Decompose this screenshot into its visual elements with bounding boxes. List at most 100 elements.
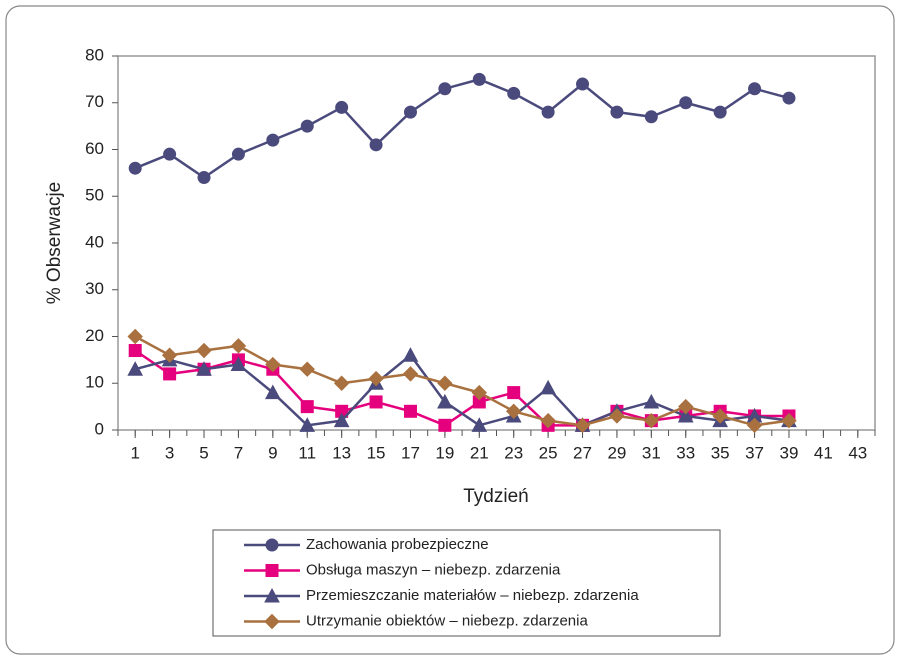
marker (437, 393, 453, 409)
marker (438, 82, 452, 96)
marker (678, 398, 694, 415)
marker (230, 338, 247, 354)
marker (163, 367, 177, 381)
marker (471, 384, 488, 401)
x-tick-label: 31 (642, 443, 661, 462)
marker (333, 412, 350, 428)
legend-box (212, 529, 721, 637)
y-tick-label: 30 (85, 279, 104, 298)
marker (368, 370, 384, 387)
x-axis-label: Tydzień (463, 486, 528, 507)
marker (437, 375, 453, 391)
marker (472, 72, 486, 86)
marker (541, 105, 555, 119)
series-line (134, 335, 790, 427)
marker (403, 404, 417, 418)
marker (712, 408, 728, 424)
marker (128, 161, 142, 175)
legend-label: Utrzymanie obiektów – niebezp. zdarzenia (306, 612, 588, 629)
marker (643, 393, 660, 409)
marker (782, 91, 796, 105)
marker (610, 105, 624, 119)
marker (231, 147, 245, 161)
marker (644, 110, 658, 124)
marker (265, 538, 279, 552)
marker (402, 347, 419, 362)
y-tick-label: 70 (85, 92, 104, 111)
marker (576, 77, 590, 91)
x-tick-label: 13 (332, 443, 351, 462)
frame (5, 5, 895, 655)
marker (300, 119, 314, 133)
x-tick-label: 19 (435, 443, 454, 462)
marker (746, 417, 763, 434)
marker (264, 587, 280, 603)
marker (196, 342, 212, 359)
marker (127, 361, 144, 376)
y-tick-label: 50 (85, 186, 104, 205)
marker (128, 344, 142, 358)
marker (163, 147, 177, 161)
marker (471, 417, 488, 432)
x-tick-label: 9 (268, 443, 277, 462)
marker (402, 366, 419, 382)
y-tick-label: 20 (85, 326, 104, 345)
marker (369, 395, 383, 409)
marker (300, 400, 314, 414)
marker (507, 386, 521, 400)
y-tick-label: 0 (95, 419, 104, 438)
marker (266, 133, 280, 147)
x-tick-label: 7 (234, 443, 243, 462)
marker (540, 412, 556, 429)
marker (335, 100, 349, 114)
marker (748, 82, 762, 96)
x-tick-label: 37 (745, 443, 764, 462)
marker (197, 171, 211, 185)
x-tick-label: 33 (676, 443, 695, 462)
marker (196, 361, 212, 376)
marker (713, 105, 727, 119)
marker (161, 347, 178, 363)
marker (369, 138, 383, 152)
marker (540, 379, 556, 395)
marker (265, 384, 281, 400)
x-tick-label: 41 (814, 443, 833, 462)
x-tick-label: 17 (401, 443, 420, 462)
marker (230, 356, 247, 372)
x-tick-label: 39 (780, 443, 799, 462)
marker (265, 564, 279, 577)
marker (679, 96, 693, 110)
x-tick-label: 25 (539, 443, 558, 462)
marker (264, 613, 280, 630)
marker (781, 412, 797, 429)
y-tick-label: 60 (85, 139, 104, 158)
marker (507, 86, 521, 100)
marker (574, 417, 591, 434)
x-tick-label: 27 (573, 443, 592, 462)
y-tick-label: 10 (85, 373, 104, 392)
y-axis-label: % Obserwacje (44, 182, 65, 305)
marker (127, 328, 143, 345)
marker (677, 407, 694, 423)
x-tick-label: 23 (504, 443, 523, 462)
x-tick-label: 29 (607, 443, 626, 462)
x-tick-label: 11 (298, 443, 316, 462)
marker (299, 361, 315, 377)
marker (505, 403, 522, 420)
x-tick-label: 21 (470, 443, 489, 462)
marker (403, 105, 417, 119)
x-tick-label: 43 (848, 443, 867, 462)
marker (438, 418, 452, 432)
x-tick-label: 5 (199, 443, 208, 462)
legend-label: Przemieszczanie materiałów – niebezp. zd… (306, 587, 639, 604)
x-tick-label: 35 (711, 443, 730, 462)
legend-label: Obsługa maszyn – niebezp. zdarzenia (306, 561, 561, 578)
y-tick-label: 80 (85, 45, 104, 64)
marker (609, 408, 625, 424)
y-tick-label: 40 (85, 232, 104, 251)
marker (333, 375, 350, 391)
marker (643, 412, 660, 429)
legend-label: Zachowania probezpieczne (306, 536, 489, 553)
marker (265, 356, 281, 373)
